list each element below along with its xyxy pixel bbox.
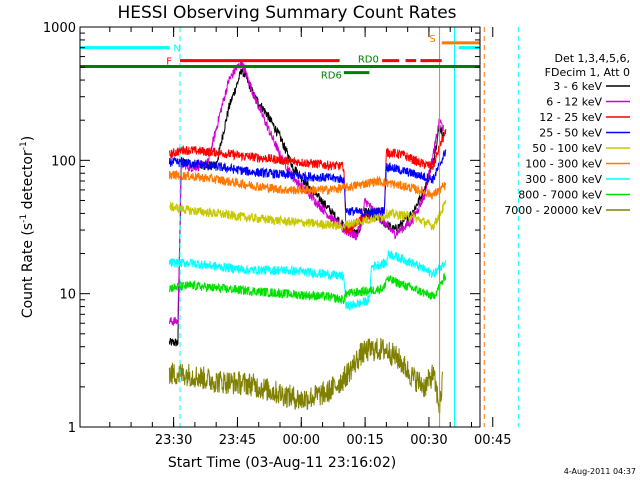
flag-label-s: S — [429, 34, 435, 45]
series-line-4 — [168, 149, 447, 218]
y-tick-label-1: 1 — [68, 421, 76, 436]
flag-label-rd0: RD0 — [358, 55, 379, 66]
series-line-7 — [168, 250, 447, 311]
timestamp: 4-Aug-2011 04:37 — [564, 467, 636, 476]
y-tick-label-2: 10 — [59, 288, 76, 303]
x-tick-label-1: 23:30 — [155, 433, 192, 448]
x-axis: 23:30 23:45 00:00 00:15 00:30 00:45 — [109, 27, 512, 448]
series-line-8 — [168, 272, 447, 305]
y-tick-label-3: 100 — [51, 154, 76, 169]
x-axis-label: Start Time (03-Aug-11 23:16:02) — [168, 455, 396, 471]
x-tick-label-3: 00:00 — [283, 433, 320, 448]
legend-entry-label-3: 12 - 25 keV — [539, 111, 602, 124]
legend-entry-label-1: 3 - 6 keV — [553, 80, 602, 93]
chart-title: HESSI Observing Summary Count Rates — [117, 3, 456, 23]
legend-entry-label-9: 7000 - 20000 keV — [504, 204, 602, 217]
legend-header-line-2: FDecim 1, Att 0 — [545, 66, 630, 79]
y-axis-label: Count Rate (s-1 detector-1) — [19, 136, 36, 318]
data-layer — [168, 59, 447, 414]
y-axis: 1 10 100 1000 — [43, 21, 480, 436]
x-tick-label-6: 00:45 — [474, 433, 511, 448]
flag-bars: N S F RD0 RD6 — [80, 34, 480, 82]
legend-entry-label-5: 50 - 100 keV — [532, 142, 602, 155]
legend-entry-label-6: 100 - 300 keV — [525, 158, 602, 171]
flag-label-f: F — [166, 57, 172, 68]
legend-entry-label-2: 6 - 12 keV — [546, 96, 602, 109]
series-line-6 — [168, 170, 447, 200]
series-line-5 — [169, 199, 447, 233]
y-tick-label-4: 1000 — [43, 21, 76, 36]
x-tick-label-2: 23:45 — [219, 433, 256, 448]
x-tick-label-4: 00:15 — [346, 433, 383, 448]
series-line-3 — [168, 128, 447, 234]
x-tick-label-5: 00:30 — [410, 433, 447, 448]
legend: Det 1,3,4,5,6, FDecim 1, Att 0 3 - 6 keV… — [504, 52, 630, 217]
series-line-1 — [168, 66, 445, 347]
legend-entry-label-4: 25 - 50 keV — [539, 127, 602, 140]
series-line-9 — [168, 337, 443, 414]
vertical-markers — [79, 27, 519, 427]
legend-entry-label-7: 300 - 800 keV — [525, 173, 602, 186]
legend-entry-label-8: 800 - 7000 keV — [518, 189, 602, 202]
plot-frame — [79, 26, 481, 428]
flag-label-n: N — [173, 44, 180, 55]
legend-header-line-1: Det 1,3,4,5,6, — [554, 52, 630, 65]
flag-label-rd6: RD6 — [321, 71, 342, 82]
